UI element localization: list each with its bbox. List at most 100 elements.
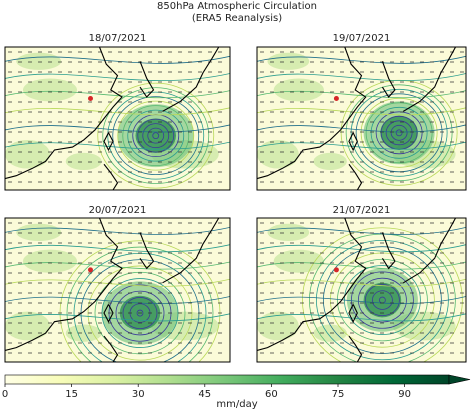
contour (257, 296, 466, 305)
panel-title: 20/07/2021 (89, 205, 147, 216)
colorbar-tick-label: 75 (332, 389, 345, 400)
city-marker (88, 95, 93, 101)
contour (322, 246, 442, 354)
coastline (381, 232, 396, 270)
contour (371, 290, 393, 310)
colorbar-tick-label: 90 (398, 389, 411, 400)
coastline (162, 218, 220, 284)
city-marker (333, 267, 339, 273)
wind-vectors (260, 51, 464, 183)
panel-title: 21/07/2021 (333, 205, 391, 216)
contour (102, 87, 210, 185)
contour (365, 102, 433, 164)
contour (257, 55, 466, 64)
coastline (139, 232, 155, 270)
rain-area (257, 139, 299, 169)
coastline (381, 61, 396, 98)
wind-vectors (8, 222, 222, 354)
contour (122, 297, 158, 330)
map-panel (5, 47, 230, 190)
colorbar-tick-label: 15 (65, 389, 78, 400)
map-panel (257, 47, 466, 190)
contour (257, 261, 466, 270)
contour (5, 141, 230, 150)
contour (5, 244, 230, 253)
contour (364, 284, 400, 317)
contour (5, 296, 230, 305)
coastline (403, 218, 457, 284)
contour (345, 84, 453, 182)
contour (127, 109, 185, 162)
contour (5, 313, 230, 322)
contour (94, 271, 186, 355)
contour (257, 73, 466, 81)
city-marker (333, 95, 339, 101)
contour (375, 111, 423, 155)
rain-area (65, 152, 102, 170)
coastline (103, 132, 114, 152)
coastline (103, 163, 119, 190)
rain-area (16, 52, 62, 70)
colorbar-tick-label: 45 (198, 389, 211, 400)
contour (370, 106, 428, 159)
contour (390, 124, 408, 141)
rain-area (16, 223, 62, 242)
rain-area (267, 52, 310, 70)
city-marker (88, 267, 93, 273)
contour (66, 246, 214, 362)
coastline (348, 304, 358, 323)
coastline (139, 61, 155, 98)
rain-area (313, 152, 347, 170)
rain-area (257, 311, 299, 341)
map-panel (5, 218, 230, 362)
contour (112, 96, 200, 176)
rain-area (5, 139, 50, 169)
contour (117, 100, 195, 171)
coastline (348, 335, 363, 362)
contour (350, 88, 448, 177)
colorbar-tick-label: 30 (132, 389, 145, 400)
panel-title: 19/07/2021 (333, 33, 391, 44)
contour (115, 290, 165, 336)
contour (350, 271, 414, 329)
contour (385, 120, 413, 146)
map-frame (4, 46, 231, 191)
colorbar-tick-label: 60 (265, 389, 278, 400)
contour (257, 244, 466, 253)
contour (107, 91, 205, 180)
contour (5, 55, 230, 64)
contour (142, 123, 170, 149)
colorbar-extend (448, 374, 471, 385)
contour (5, 124, 230, 133)
contour (257, 141, 466, 150)
coastline (103, 335, 119, 362)
contour (97, 82, 215, 189)
contour (357, 277, 407, 323)
contour (257, 313, 466, 322)
rain-area (23, 249, 77, 273)
figure-subtitle: (ERA5 Reanalysis) (192, 13, 282, 24)
rain-area (135, 118, 176, 153)
wind-vectors (8, 51, 222, 183)
rain-area (363, 282, 402, 318)
coastline (348, 132, 358, 152)
contour (5, 227, 230, 235)
contour (257, 124, 466, 133)
contour (152, 132, 160, 140)
map-frame (256, 217, 467, 363)
contour (395, 129, 403, 137)
colorbar (4, 374, 450, 385)
coastline (162, 47, 220, 112)
contour (122, 105, 190, 167)
coastline (403, 47, 457, 112)
rain-area (5, 311, 50, 341)
contour (147, 127, 165, 144)
coastline (5, 218, 123, 352)
colorbar-label: mm/day (216, 399, 257, 409)
coastline (257, 218, 367, 352)
contour (136, 309, 144, 317)
map-panel (257, 218, 466, 362)
contour (302, 227, 463, 362)
panel-title: 18/07/2021 (89, 33, 147, 44)
